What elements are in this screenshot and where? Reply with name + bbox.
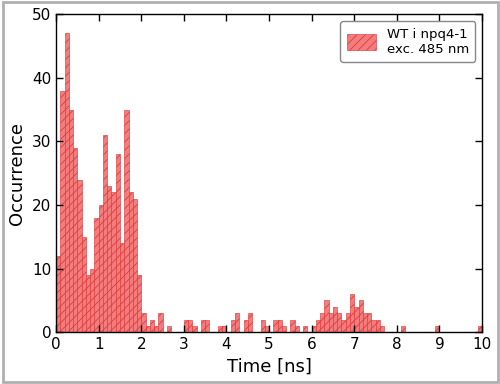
Bar bbox=[103, 135, 107, 332]
Bar bbox=[201, 319, 205, 332]
Bar bbox=[367, 313, 372, 332]
Bar bbox=[133, 199, 137, 332]
Bar bbox=[290, 319, 294, 332]
Bar bbox=[205, 319, 210, 332]
Bar bbox=[146, 326, 150, 332]
Bar bbox=[69, 110, 73, 332]
Bar bbox=[124, 110, 128, 332]
Bar bbox=[320, 313, 324, 332]
Bar bbox=[192, 326, 196, 332]
Bar bbox=[73, 148, 78, 332]
Bar bbox=[222, 326, 226, 332]
Bar bbox=[303, 326, 308, 332]
Bar bbox=[120, 243, 124, 332]
Bar bbox=[98, 205, 103, 332]
Bar bbox=[294, 326, 299, 332]
Bar bbox=[478, 326, 482, 332]
Bar bbox=[218, 326, 222, 332]
Bar bbox=[60, 91, 64, 332]
Bar bbox=[380, 326, 384, 332]
Bar bbox=[188, 319, 192, 332]
Bar bbox=[401, 326, 406, 332]
Bar bbox=[350, 294, 354, 332]
Bar bbox=[167, 326, 171, 332]
Bar bbox=[94, 218, 98, 332]
Bar bbox=[260, 319, 265, 332]
Bar bbox=[235, 313, 240, 332]
Bar bbox=[316, 319, 320, 332]
Bar bbox=[312, 326, 316, 332]
Bar bbox=[86, 275, 90, 332]
Bar bbox=[56, 256, 60, 332]
Bar bbox=[376, 319, 380, 332]
Bar bbox=[248, 313, 252, 332]
Bar bbox=[64, 33, 69, 332]
Bar bbox=[265, 326, 269, 332]
Bar bbox=[358, 300, 363, 332]
Bar bbox=[184, 319, 188, 332]
Bar bbox=[354, 307, 358, 332]
Bar bbox=[435, 326, 440, 332]
Legend: WT i npq4-1
exc. 485 nm: WT i npq4-1 exc. 485 nm bbox=[340, 21, 475, 62]
Bar bbox=[244, 319, 248, 332]
Bar bbox=[333, 307, 337, 332]
Bar bbox=[337, 313, 342, 332]
Bar bbox=[142, 313, 146, 332]
Bar bbox=[328, 313, 333, 332]
Bar bbox=[324, 300, 328, 332]
Bar bbox=[154, 326, 158, 332]
Bar bbox=[282, 326, 286, 332]
Bar bbox=[82, 237, 86, 332]
Bar bbox=[342, 319, 345, 332]
Bar bbox=[231, 319, 235, 332]
Bar bbox=[107, 186, 112, 332]
Bar bbox=[78, 180, 82, 332]
Bar bbox=[363, 313, 367, 332]
Bar bbox=[372, 319, 376, 332]
Bar bbox=[128, 192, 133, 332]
X-axis label: Time [ns]: Time [ns] bbox=[226, 358, 312, 376]
Bar bbox=[346, 313, 350, 332]
Bar bbox=[137, 275, 141, 332]
Bar bbox=[90, 269, 94, 332]
Bar bbox=[278, 319, 282, 332]
Bar bbox=[112, 192, 116, 332]
Bar bbox=[158, 313, 162, 332]
Bar bbox=[116, 154, 120, 332]
Bar bbox=[150, 319, 154, 332]
Bar bbox=[274, 319, 278, 332]
Y-axis label: Occurrence: Occurrence bbox=[8, 122, 26, 225]
